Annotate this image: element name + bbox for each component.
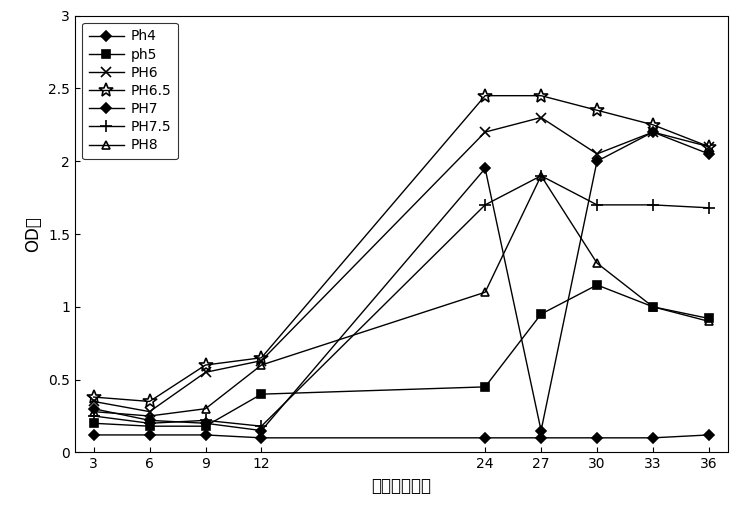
PH6 [536, 114, 545, 121]
Ph4 [89, 432, 98, 438]
PH6 [592, 151, 602, 157]
Line: PH6: PH6 [88, 113, 714, 417]
Y-axis label: OD値: OD値 [25, 216, 43, 252]
PH7.5 [536, 173, 545, 179]
Line: PH8: PH8 [89, 172, 713, 420]
Legend: Ph4, ph5, PH6, PH6.5, PH7, PH7.5, PH8: Ph4, ph5, PH6, PH6.5, PH7, PH7.5, PH8 [82, 22, 178, 160]
PH8 [89, 409, 98, 415]
PH7 [704, 151, 713, 157]
ph5 [649, 304, 658, 310]
PH6 [481, 129, 490, 135]
ph5 [145, 423, 154, 430]
PH7.5 [201, 417, 210, 423]
PH7 [536, 427, 545, 434]
PH7 [257, 427, 266, 434]
Line: PH7: PH7 [90, 128, 712, 434]
ph5 [89, 420, 98, 426]
PH6.5 [145, 398, 154, 405]
PH8 [536, 173, 545, 179]
PH6.5 [592, 107, 602, 113]
PH7.5 [592, 202, 602, 208]
PH6 [704, 144, 713, 150]
PH7.5 [145, 420, 154, 426]
Line: PH7.5: PH7.5 [88, 170, 715, 433]
Ph4 [649, 435, 658, 441]
Ph4 [592, 435, 602, 441]
PH8 [257, 362, 266, 368]
PH6.5 [89, 394, 98, 400]
PH6 [649, 129, 658, 135]
Line: Ph4: Ph4 [90, 432, 712, 441]
PH6.5 [536, 93, 545, 99]
PH6 [201, 369, 210, 375]
PH7 [89, 406, 98, 412]
PH6.5 [481, 93, 490, 99]
Ph4 [201, 432, 210, 438]
PH6 [89, 398, 98, 405]
ph5 [481, 384, 490, 390]
ph5 [536, 311, 545, 317]
PH8 [481, 289, 490, 295]
ph5 [257, 391, 266, 397]
PH7.5 [481, 202, 490, 208]
PH7 [201, 420, 210, 426]
Line: ph5: ph5 [89, 281, 713, 431]
X-axis label: 时间（小时）: 时间（小时） [371, 477, 431, 495]
Line: PH6.5: PH6.5 [87, 89, 716, 408]
ph5 [592, 282, 602, 288]
PH7 [649, 129, 658, 135]
PH6.5 [649, 122, 658, 128]
PH8 [649, 304, 658, 310]
PH7 [592, 158, 602, 164]
PH7 [145, 417, 154, 423]
ph5 [201, 423, 210, 430]
PH7 [481, 165, 490, 172]
PH6 [145, 409, 154, 415]
PH7.5 [704, 205, 713, 211]
PH6.5 [704, 144, 713, 150]
Ph4 [257, 435, 266, 441]
PH7.5 [649, 202, 658, 208]
Ph4 [536, 435, 545, 441]
PH7.5 [257, 423, 266, 430]
PH7.5 [89, 413, 98, 419]
PH8 [592, 260, 602, 266]
PH6.5 [257, 355, 266, 361]
Ph4 [481, 435, 490, 441]
PH8 [145, 413, 154, 419]
PH6 [257, 358, 266, 364]
Ph4 [704, 432, 713, 438]
PH8 [704, 318, 713, 324]
ph5 [704, 315, 713, 321]
Ph4 [145, 432, 154, 438]
PH6.5 [201, 362, 210, 368]
PH8 [201, 406, 210, 412]
